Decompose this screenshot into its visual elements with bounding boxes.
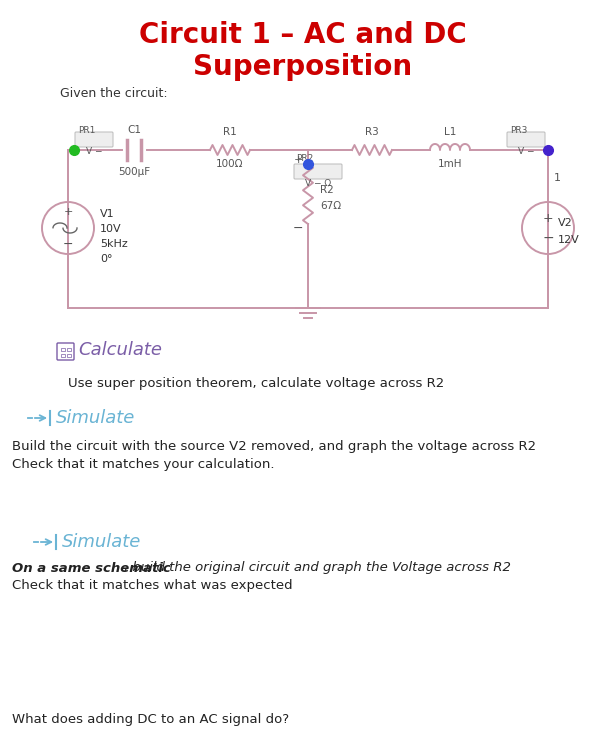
Text: On a same schematic: On a same schematic xyxy=(12,562,171,574)
FancyBboxPatch shape xyxy=(61,354,65,357)
Text: R3: R3 xyxy=(365,127,379,137)
Text: 5kHz: 5kHz xyxy=(100,239,127,249)
FancyBboxPatch shape xyxy=(507,132,545,147)
Text: Circuit 1 – AC and DC: Circuit 1 – AC and DC xyxy=(139,21,467,49)
Text: Check that it matches what was expected: Check that it matches what was expected xyxy=(12,580,293,592)
FancyBboxPatch shape xyxy=(75,132,113,147)
Text: C1: C1 xyxy=(127,125,141,135)
Text: 1mH: 1mH xyxy=(438,159,463,169)
Text: V −: V − xyxy=(518,147,534,156)
Text: R2: R2 xyxy=(320,185,334,195)
Text: Given the circuit:: Given the circuit: xyxy=(60,87,168,99)
Text: 500μF: 500μF xyxy=(118,167,150,177)
FancyBboxPatch shape xyxy=(57,343,74,360)
Text: 1: 1 xyxy=(554,173,561,183)
Text: −: − xyxy=(293,221,304,235)
Text: 100Ω: 100Ω xyxy=(216,159,244,169)
FancyBboxPatch shape xyxy=(61,348,65,351)
Text: R1: R1 xyxy=(223,127,237,137)
Text: PR1: PR1 xyxy=(78,126,95,135)
Text: What does adding DC to an AC signal do?: What does adding DC to an AC signal do? xyxy=(12,714,289,726)
Text: PR2: PR2 xyxy=(296,153,313,162)
Text: Simulate: Simulate xyxy=(56,409,135,427)
Text: 0°: 0° xyxy=(100,254,112,264)
Text: 67Ω: 67Ω xyxy=(320,201,341,211)
FancyBboxPatch shape xyxy=(67,354,71,357)
Text: V − Ω: V − Ω xyxy=(305,179,331,188)
FancyBboxPatch shape xyxy=(67,348,71,351)
Text: Check that it matches your calculation.: Check that it matches your calculation. xyxy=(12,458,274,470)
Text: Build the circuit with the source V2 removed, and graph the voltage across R2: Build the circuit with the source V2 rem… xyxy=(12,440,536,453)
Text: Use super position theorem, calculate voltage across R2: Use super position theorem, calculate vo… xyxy=(68,376,444,390)
Text: V2: V2 xyxy=(558,218,573,228)
Text: PR3: PR3 xyxy=(510,126,527,135)
Text: 10V: 10V xyxy=(100,224,121,234)
Text: , build the original circuit and graph the Voltage across R2: , build the original circuit and graph t… xyxy=(124,562,511,574)
Text: +: + xyxy=(293,155,303,165)
Text: +: + xyxy=(63,207,73,217)
Text: L1: L1 xyxy=(444,127,456,137)
Text: Superposition: Superposition xyxy=(194,53,413,81)
Text: −: − xyxy=(63,238,73,251)
Text: Simulate: Simulate xyxy=(62,533,141,551)
Text: −: − xyxy=(542,231,554,245)
FancyBboxPatch shape xyxy=(294,164,342,179)
Text: V −: V − xyxy=(86,147,102,156)
Text: V1: V1 xyxy=(100,209,115,219)
Text: Calculate: Calculate xyxy=(78,341,162,359)
Text: 12V: 12V xyxy=(558,235,580,245)
Text: +: + xyxy=(543,212,554,224)
